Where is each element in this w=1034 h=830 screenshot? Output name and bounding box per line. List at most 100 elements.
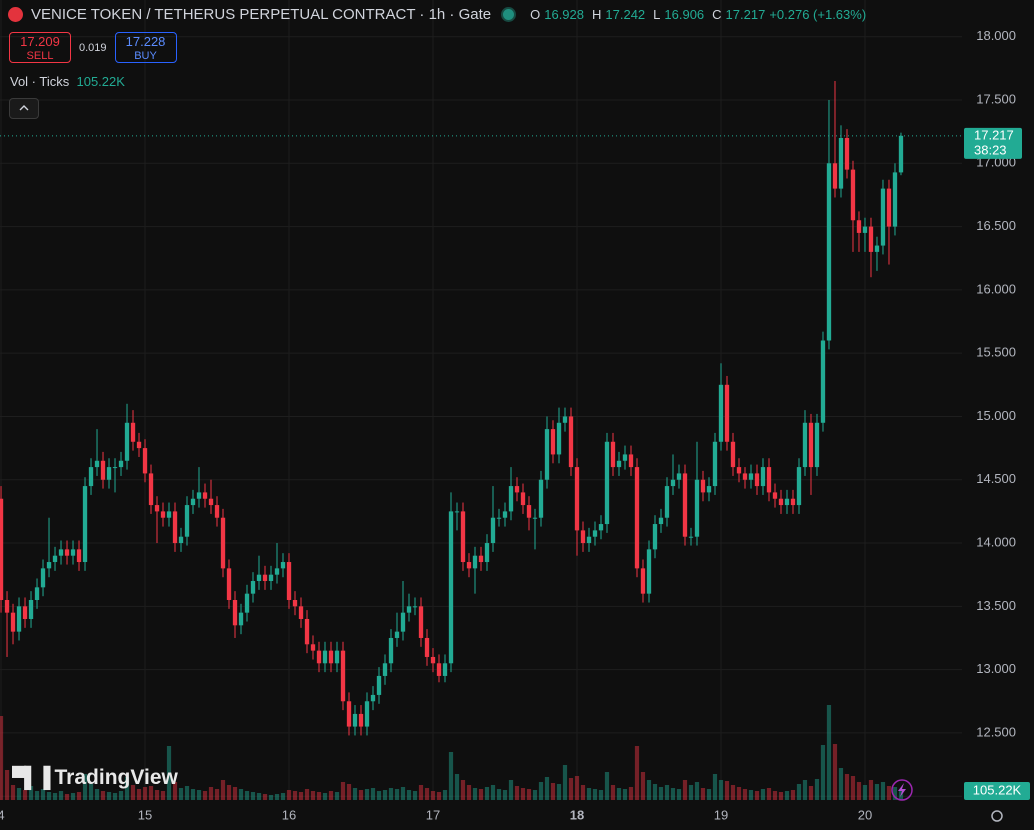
sell-label: SELL bbox=[26, 50, 54, 62]
volume-bar bbox=[196, 790, 202, 800]
volume-bar bbox=[334, 792, 340, 800]
candle-body bbox=[226, 568, 232, 600]
volume-bar bbox=[670, 788, 676, 800]
candle-body bbox=[580, 530, 586, 544]
candle-body bbox=[442, 663, 448, 676]
symbol-title: VENICE TOKEN / TETHERUS PERPETUAL CONTRA… bbox=[31, 6, 492, 23]
volume-bar bbox=[802, 780, 808, 800]
candle-body bbox=[820, 340, 826, 423]
candle-body bbox=[190, 498, 196, 506]
volume-label-box bbox=[964, 782, 1030, 800]
candle-body bbox=[322, 650, 328, 664]
candle-body bbox=[592, 530, 598, 537]
candle-body bbox=[634, 467, 640, 569]
volume-bar bbox=[532, 790, 538, 800]
chevron-icon bbox=[19, 105, 29, 111]
candle-body bbox=[136, 441, 142, 449]
sell-button[interactable]: 17.209 SELL bbox=[9, 32, 71, 63]
volume-bar bbox=[430, 791, 436, 800]
volume-bar bbox=[526, 789, 532, 800]
volume-bar bbox=[154, 790, 160, 800]
candle-body bbox=[124, 422, 130, 461]
candle-body bbox=[454, 511, 460, 513]
volume-bar bbox=[4, 770, 10, 800]
candle-body bbox=[40, 568, 46, 588]
candle-body bbox=[610, 441, 616, 468]
volume-bar bbox=[124, 777, 130, 800]
volume-bar bbox=[784, 791, 790, 800]
volume-legend: Vol · Ticks 105.22K bbox=[10, 74, 125, 89]
market-status[interactable] bbox=[501, 7, 517, 22]
candle-body bbox=[424, 637, 430, 657]
candle-body bbox=[688, 536, 694, 538]
candle-body bbox=[754, 473, 760, 487]
candle-body bbox=[244, 593, 250, 613]
y-tick-label: 16.500 bbox=[976, 218, 1016, 233]
y-tick-label: 15.500 bbox=[976, 345, 1016, 360]
candle-body bbox=[220, 517, 226, 569]
volume-bar bbox=[832, 744, 838, 800]
volume-bar bbox=[58, 791, 64, 800]
buy-button[interactable]: 17.228 BUY bbox=[114, 32, 177, 63]
volume-bar bbox=[790, 790, 796, 800]
candle-body bbox=[52, 555, 58, 563]
volume-bar bbox=[886, 786, 892, 800]
volume-bar bbox=[748, 790, 754, 800]
volume-bar bbox=[34, 791, 40, 800]
volume-bar bbox=[328, 791, 334, 800]
volume-bar bbox=[724, 781, 730, 800]
volume-bar bbox=[130, 785, 136, 800]
ohlc-value: 16.928 bbox=[544, 7, 584, 22]
volume-bar bbox=[418, 785, 424, 800]
volume-bar bbox=[478, 789, 484, 800]
candle-body bbox=[406, 606, 412, 613]
candle-body bbox=[46, 562, 52, 569]
candle-body bbox=[802, 422, 808, 468]
candle-body bbox=[700, 479, 706, 493]
candle-body bbox=[238, 612, 244, 626]
candle-body bbox=[646, 549, 652, 594]
volume-bar bbox=[10, 785, 16, 800]
candle-body bbox=[568, 416, 574, 468]
candle-body bbox=[574, 467, 580, 531]
candle-body bbox=[370, 694, 376, 702]
candle-body bbox=[412, 606, 418, 608]
candle-body bbox=[292, 600, 298, 607]
volume-bar bbox=[634, 746, 640, 800]
settings-icon bbox=[991, 810, 1003, 822]
candle-body bbox=[718, 384, 724, 442]
volume-bar bbox=[82, 774, 88, 800]
volume-bar bbox=[148, 786, 154, 800]
collapse-button[interactable] bbox=[9, 98, 39, 119]
volume-bar bbox=[22, 790, 28, 800]
volume-bar bbox=[760, 789, 766, 800]
candle-body bbox=[850, 169, 856, 221]
sell-price: 17.209 bbox=[20, 34, 60, 49]
volume-bar bbox=[280, 793, 286, 800]
candle-body bbox=[490, 517, 496, 544]
candle-body bbox=[478, 555, 484, 563]
candle-body bbox=[328, 650, 334, 664]
candle-body bbox=[106, 467, 112, 480]
ohlc-key: O bbox=[530, 7, 541, 22]
ohlc-value: 16.906 bbox=[664, 7, 705, 22]
candle-body bbox=[748, 473, 754, 480]
candle-body bbox=[28, 600, 34, 619]
candle-body bbox=[460, 511, 466, 563]
volume-bar bbox=[358, 790, 364, 800]
volume-bar bbox=[370, 788, 376, 800]
candle-body bbox=[502, 511, 508, 518]
candle-body bbox=[772, 492, 778, 499]
candle-body bbox=[448, 511, 454, 664]
volume-bar bbox=[568, 778, 574, 800]
volume-bar bbox=[352, 788, 358, 800]
volume-bar bbox=[394, 789, 400, 800]
volume-bar bbox=[682, 780, 688, 800]
volume-bar bbox=[136, 789, 142, 800]
candle-body bbox=[550, 429, 556, 455]
x-tick-label: 4 bbox=[0, 807, 5, 822]
candle-body bbox=[232, 600, 238, 626]
volume-bar bbox=[106, 792, 112, 800]
volume-bar bbox=[754, 791, 760, 800]
volume-bar bbox=[262, 794, 268, 800]
